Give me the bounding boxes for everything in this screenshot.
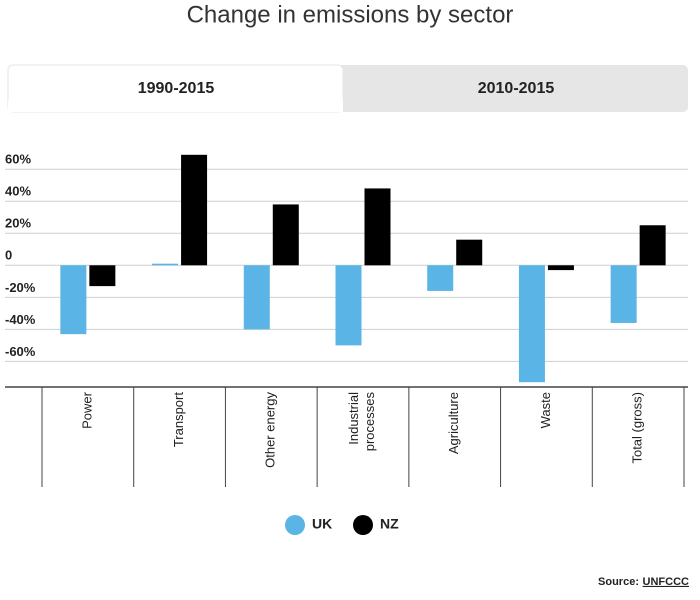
x-tick-label: Other energy: [263, 392, 278, 468]
tab-label[interactable]: 1990-2015: [138, 80, 215, 97]
x-tick-label: Industrialprocesses: [347, 392, 378, 452]
bar: [181, 154, 208, 266]
source-label: Source:: [598, 576, 639, 588]
y-tick-label: 0: [5, 248, 12, 263]
bar: [272, 204, 299, 266]
bar: [639, 225, 666, 266]
legend-label: NZ: [380, 516, 399, 532]
x-tick-label: Waste: [538, 392, 553, 428]
x-tick-label: Transport: [171, 392, 186, 448]
legend-label: UK: [312, 516, 332, 532]
y-tick-label: 20%: [5, 216, 31, 231]
tab-active-base: [8, 100, 343, 112]
y-tick-label: -60%: [5, 344, 36, 359]
x-tick-label: Agriculture: [446, 392, 461, 454]
bar: [152, 263, 179, 266]
y-tick-label: 40%: [5, 184, 31, 199]
bar: [547, 265, 574, 271]
legend-swatch: [353, 515, 373, 535]
y-tick-label: 60%: [5, 152, 31, 167]
chart-title: Change in emissions by sector: [187, 1, 514, 28]
source-link[interactable]: UNFCCC: [643, 576, 689, 588]
bar: [364, 188, 391, 266]
bar: [243, 265, 270, 330]
tab-label[interactable]: 2010-2015: [478, 80, 555, 97]
legend: UK NZ: [285, 515, 399, 535]
bar: [335, 265, 362, 346]
x-tick-label: Total (gross): [630, 392, 645, 464]
y-tick-label: -20%: [5, 280, 36, 295]
bar: [518, 265, 545, 383]
legend-swatch: [285, 515, 305, 535]
bar: [89, 265, 116, 287]
bar: [610, 265, 637, 323]
bar: [427, 265, 454, 291]
y-tick-label: -40%: [5, 312, 36, 327]
bar: [456, 239, 483, 266]
bar: [60, 265, 87, 335]
x-tick-label: Power: [79, 391, 94, 429]
